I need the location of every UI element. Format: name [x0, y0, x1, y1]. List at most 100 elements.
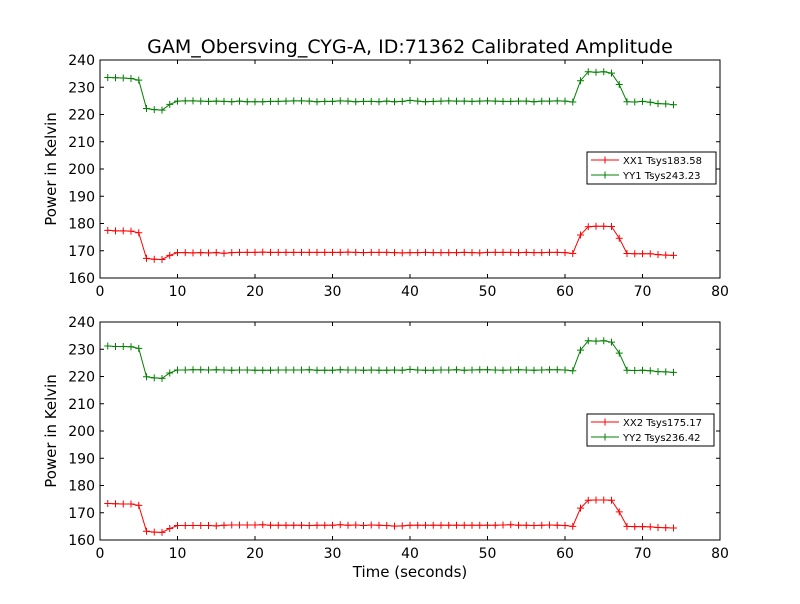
data-point [476, 521, 484, 529]
data-point [143, 105, 150, 113]
subplot-2: 0 10 20 30 40 50 60 70 80 160 170 180 190 200 210 220 23… [42, 315, 729, 562]
data-point [220, 521, 228, 529]
data-point [267, 521, 274, 529]
data-point [429, 249, 437, 257]
y-tick-label: 170 [68, 244, 95, 260]
data-point [367, 521, 375, 529]
data-point [174, 366, 181, 374]
data-point [584, 223, 592, 231]
data-point [561, 249, 569, 257]
data-point [445, 521, 453, 529]
x-axis-label: Time (seconds) [352, 563, 468, 581]
data-point [267, 366, 274, 374]
data-point [174, 97, 181, 105]
data-point [212, 97, 220, 105]
data-point [445, 97, 453, 105]
data-point [197, 249, 205, 257]
data-point [321, 248, 329, 256]
data-point [499, 97, 507, 105]
data-point [220, 366, 228, 374]
data-point [429, 97, 437, 105]
data-point [515, 366, 522, 374]
data-point [305, 248, 313, 256]
data-point [274, 248, 282, 256]
data-point [398, 97, 406, 105]
data-point [561, 522, 569, 530]
data-point [150, 106, 158, 114]
legend: XX2 Tsys175.17 YY2 Tsys236.42 [586, 413, 715, 447]
data-point [158, 106, 166, 114]
data-point [422, 98, 429, 106]
x-tick-label: 50 [479, 284, 497, 300]
x-tick-label: 80 [711, 284, 729, 300]
data-point [468, 249, 476, 257]
data-point [414, 366, 422, 374]
data-point [592, 337, 600, 345]
data-point [453, 97, 460, 105]
legend-marker [601, 418, 609, 426]
data-point [104, 499, 112, 507]
x-tick-label: 0 [96, 546, 105, 562]
data-point [553, 521, 561, 529]
data-point [460, 521, 468, 529]
data-point [507, 97, 515, 105]
data-point [205, 97, 212, 105]
data-point [298, 521, 305, 529]
data-point [515, 249, 522, 257]
data-point [406, 96, 414, 104]
data-point [251, 366, 259, 374]
data-point [135, 501, 143, 509]
x-tick-label: 0 [96, 284, 105, 300]
data-point [391, 366, 398, 374]
data-point [414, 249, 422, 257]
data-point [662, 251, 670, 259]
data-point [546, 97, 553, 105]
data-point [360, 522, 367, 530]
data-point [274, 97, 282, 105]
data-point [259, 248, 267, 256]
data-point [484, 97, 491, 105]
data-point [437, 521, 445, 529]
data-point [422, 366, 429, 374]
legend: XX1 Tsys183.58 YY1 Tsys243.23 [586, 151, 717, 185]
data-point [119, 74, 127, 82]
data-point [305, 366, 313, 374]
data-point [220, 249, 228, 257]
y-axis-label: Power in Kelvin [42, 112, 60, 226]
data-point [119, 227, 127, 235]
y-tick-label: 160 [68, 271, 95, 287]
data-point [631, 523, 639, 531]
data-point [530, 522, 538, 530]
data-point [251, 248, 259, 256]
data-point [484, 366, 491, 374]
data-point [577, 231, 584, 239]
data-point [375, 366, 383, 374]
data-point [290, 97, 298, 105]
data-point [530, 249, 538, 257]
data-point [143, 373, 150, 381]
y-tick-label: 210 [68, 135, 95, 151]
data-point [460, 97, 468, 105]
data-point [305, 522, 313, 530]
x-tick-label: 20 [246, 546, 264, 562]
data-point [460, 366, 468, 374]
data-point [150, 255, 158, 263]
data-point [344, 97, 352, 105]
x-tick-label: 10 [169, 284, 187, 300]
data-point [228, 98, 236, 106]
data-point [336, 97, 344, 105]
data-point [112, 227, 119, 235]
data-point [530, 366, 538, 374]
data-point [476, 97, 484, 105]
data-point [538, 97, 546, 105]
data-point [150, 374, 158, 382]
chart-title: GAM_Obersving_CYG-A, ID:71362 Calibrated… [147, 36, 673, 58]
data-point [561, 366, 569, 374]
y-axis-label: Power in Kelvin [42, 374, 60, 488]
data-point [453, 521, 460, 529]
data-point [375, 248, 383, 256]
data-point [329, 97, 336, 105]
data-point [197, 522, 205, 530]
y-tick-label: 220 [68, 370, 95, 386]
